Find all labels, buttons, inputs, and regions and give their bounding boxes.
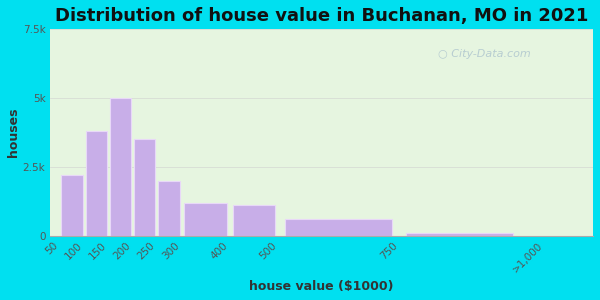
Bar <box>233 205 275 236</box>
Y-axis label: houses: houses <box>7 108 20 157</box>
Bar <box>86 131 107 236</box>
Bar <box>134 139 155 236</box>
Title: Distribution of house value in Buchanan, MO in 2021: Distribution of house value in Buchanan,… <box>55 7 589 25</box>
Bar <box>286 219 392 236</box>
Bar <box>184 202 227 236</box>
Bar <box>406 233 513 236</box>
Text: ○ City-Data.com: ○ City-Data.com <box>438 49 531 59</box>
Bar <box>110 98 131 236</box>
Bar <box>61 175 83 236</box>
Bar <box>158 181 180 236</box>
X-axis label: house value ($1000): house value ($1000) <box>250 280 394 293</box>
